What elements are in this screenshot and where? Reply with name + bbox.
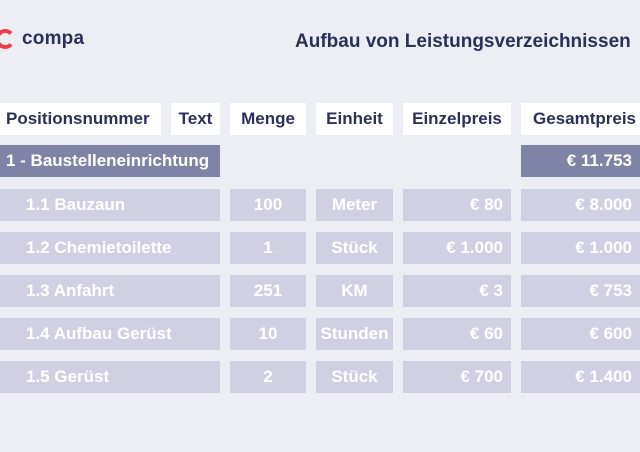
row-menge: 251 xyxy=(230,275,306,307)
brand-logo: compa xyxy=(0,28,84,50)
row-menge: 1 xyxy=(230,232,306,264)
row-gesamtpreis: € 753 xyxy=(521,275,640,307)
row-einheit: Stunden xyxy=(316,318,393,350)
row-gesamtpreis: € 8.000 xyxy=(521,189,640,221)
row-einheit: Stück xyxy=(316,232,393,264)
row-einheit: Stück xyxy=(316,361,393,393)
row-einzelpreis: € 700 xyxy=(403,361,511,393)
compa-logo-icon xyxy=(0,29,13,49)
row-einzelpreis: € 1.000 xyxy=(403,232,511,264)
row-name: 1.4 Aufbau Gerüst xyxy=(0,318,220,350)
section-label: 1 - Baustelleneinrichtung xyxy=(0,145,220,177)
row-einheit: KM xyxy=(316,275,393,307)
row-gesamtpreis: € 1.400 xyxy=(521,361,640,393)
row-gesamtpreis: € 1.000 xyxy=(521,232,640,264)
column-header-positionsnummer: Positionsnummer xyxy=(0,103,161,135)
row-name: 1.5 Gerüst xyxy=(0,361,220,393)
column-header-text: Text xyxy=(171,103,220,135)
row-menge: 10 xyxy=(230,318,306,350)
row-menge: 2 xyxy=(230,361,306,393)
column-header-einheit: Einheit xyxy=(316,103,393,135)
section-total: € 11.753 xyxy=(521,145,640,177)
row-einzelpreis: € 3 xyxy=(403,275,511,307)
brand-name: compa xyxy=(22,28,85,49)
row-einzelpreis: € 60 xyxy=(403,318,511,350)
column-header-gesamtpreis: Gesamtpreis xyxy=(521,103,640,135)
row-name: 1.3 Anfahrt xyxy=(0,275,220,307)
row-einzelpreis: € 80 xyxy=(403,189,511,221)
row-menge: 100 xyxy=(230,189,306,221)
column-header-menge: Menge xyxy=(230,103,306,135)
page-title: Aufbau von Leistungsverzeichnissen xyxy=(295,31,631,52)
row-name: 1.1 Bauzaun xyxy=(0,189,220,221)
row-name: 1.2 Chemietoilette xyxy=(0,232,220,264)
row-einheit: Meter xyxy=(316,189,393,221)
row-gesamtpreis: € 600 xyxy=(521,318,640,350)
column-header-einzelpreis: Einzelpreis xyxy=(403,103,511,135)
